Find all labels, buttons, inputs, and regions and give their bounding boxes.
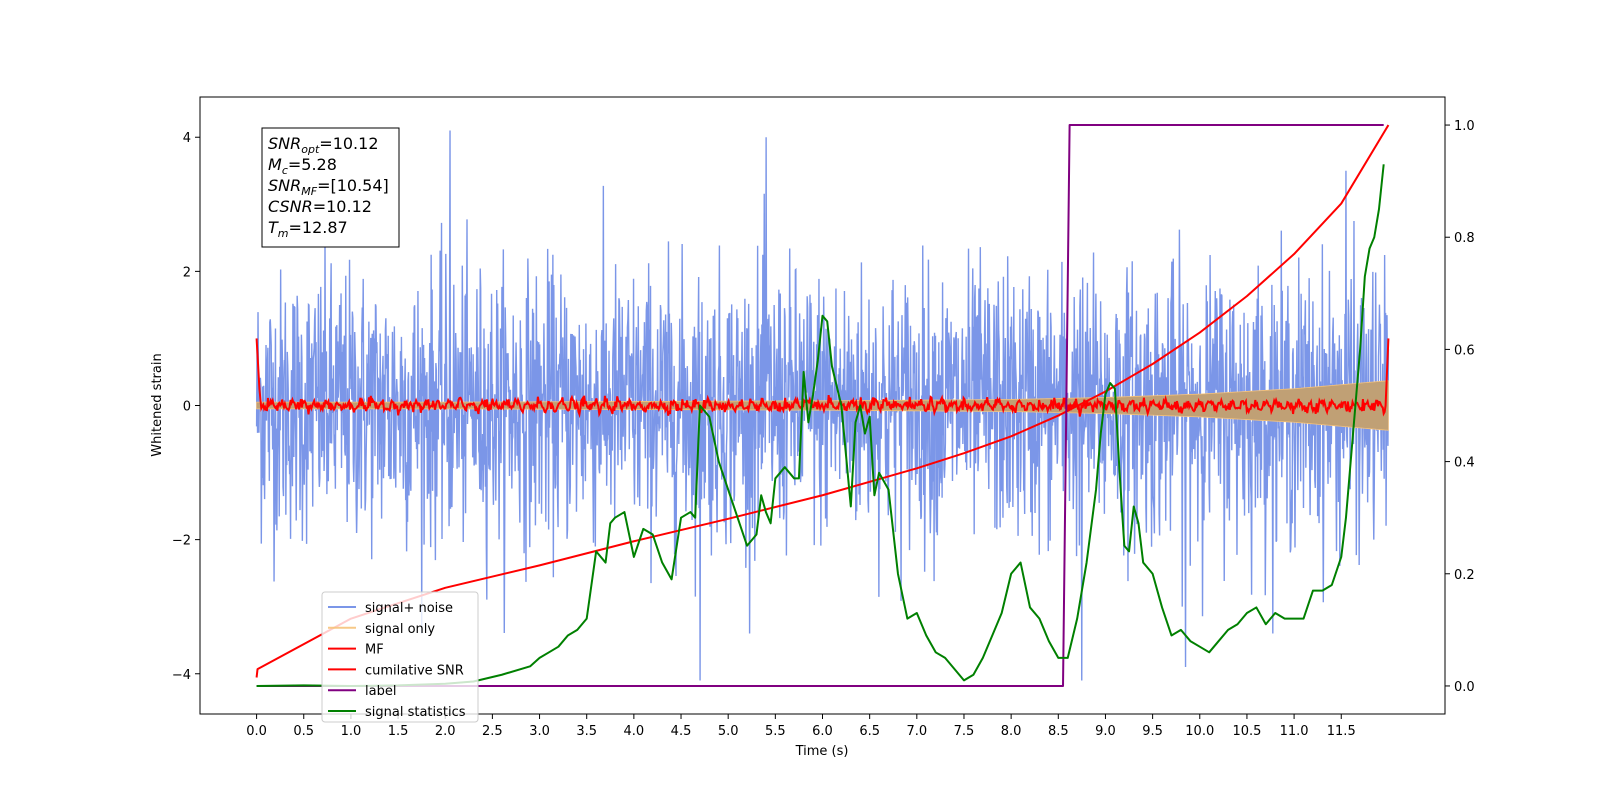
legend-label: label <box>365 684 396 699</box>
legend-label: signal+ noise <box>365 601 453 616</box>
y2-tick-label: 0.2 <box>1454 568 1475 583</box>
info-box-frame <box>261 127 400 248</box>
x-tick-label: 3.0 <box>529 724 550 739</box>
x-tick-label: 7.5 <box>954 724 975 739</box>
info-line-t-m: Tm=12.87 <box>268 218 348 240</box>
y-tick-label: −2 <box>172 534 191 549</box>
cumilative-snr-series <box>255 124 1390 678</box>
x-tick-label: 6.0 <box>812 724 833 739</box>
x-tick-label: 8.0 <box>1001 724 1022 739</box>
y2-tick-label: 0.4 <box>1454 456 1475 471</box>
info-line-m-c: Mc=5.28 <box>268 155 337 177</box>
y-tick-label: −4 <box>172 668 191 683</box>
x-tick-label: 2.0 <box>435 724 456 739</box>
label-series <box>256 124 1384 687</box>
x-axis-label: Time (s) <box>795 744 849 759</box>
legend-item-signal-statistics: signal statistics <box>328 705 466 720</box>
legend-label: cumilative SNR <box>365 663 464 678</box>
signal-statistics-series <box>256 164 1385 687</box>
x-tick-label: 4.5 <box>671 724 692 739</box>
right-axis-series-layer <box>255 124 1390 687</box>
mf-layer <box>255 338 1390 419</box>
y2-tick-label: 0.6 <box>1454 343 1475 358</box>
x-tick-label: 10.0 <box>1185 724 1214 739</box>
x-tick-label: 5.5 <box>765 724 786 739</box>
x-tick-label: 11.0 <box>1280 724 1309 739</box>
x-tick-label: 0.0 <box>246 724 267 739</box>
y-axis-right: 0.0 0.2 0.4 0.6 0.8 1.0 <box>1445 119 1475 695</box>
legend: signal+ noise signal only MF cumilative SNR… <box>321 591 479 723</box>
legend-item-label: label <box>328 684 396 699</box>
x-tick-label: 6.5 <box>859 724 880 739</box>
mf-series <box>255 338 1390 419</box>
y2-tick-label: 0.8 <box>1454 231 1475 246</box>
x-tick-label: 11.5 <box>1327 724 1356 739</box>
x-tick-label: 4.0 <box>624 724 645 739</box>
legend-frame <box>321 591 479 723</box>
x-axis: 0.0 0.5 1.0 1.5 2.0 2.5 3.0 3.5 4.0 4.5 5.0 5.5 6.0 6… <box>246 714 1356 739</box>
x-tick-label: 9.5 <box>1142 724 1163 739</box>
info-line-csnr: CSNR=10.12 <box>268 197 372 216</box>
x-tick-label: 10.5 <box>1232 724 1261 739</box>
info-line-snr-opt: SNRopt=10.12 <box>268 134 379 156</box>
y2-tick-label: 0.0 <box>1454 680 1475 695</box>
x-tick-label: 9.0 <box>1095 724 1116 739</box>
x-tick-label: 2.5 <box>482 724 503 739</box>
legend-item-signal-noise: signal+ noise <box>328 601 453 616</box>
y-tick-label: 2 <box>183 265 191 280</box>
y2-tick-label: 1.0 <box>1454 119 1475 134</box>
legend-label: signal only <box>365 622 435 637</box>
x-tick-label: 7.0 <box>906 724 927 739</box>
x-tick-label: 0.5 <box>293 724 314 739</box>
x-tick-label: 5.0 <box>718 724 739 739</box>
y-axis-left: −4 −2 0 2 4 <box>172 131 200 683</box>
x-tick-label: 1.0 <box>341 724 362 739</box>
info-box: SNRopt=10.12Mc=5.28SNRMF=[10.54]CSNR=10.… <box>261 127 400 248</box>
y-tick-label: 4 <box>183 131 191 146</box>
legend-label: MF <box>365 643 384 658</box>
x-tick-label: 8.5 <box>1048 724 1069 739</box>
legend-item-cumilative-snr: cumilative SNR <box>328 663 464 678</box>
info-line-snr-mf: SNRMF=[10.54] <box>268 176 389 198</box>
x-tick-label: 3.5 <box>576 724 597 739</box>
plot-area <box>255 124 1390 687</box>
y-axis-label: Whitened strain <box>150 353 165 456</box>
legend-item-signal-only: signal only <box>328 622 435 637</box>
x-tick-label: 1.5 <box>388 724 409 739</box>
legend-item-mf: MF <box>328 643 384 658</box>
y-tick-label: 0 <box>183 400 191 415</box>
legend-label: signal statistics <box>365 705 466 720</box>
